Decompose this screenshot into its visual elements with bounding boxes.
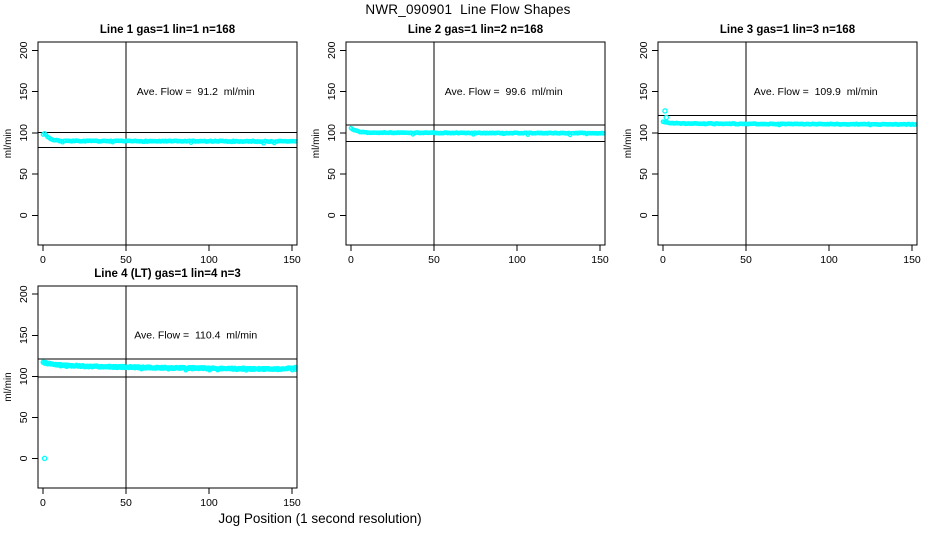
data-point-outlier [662, 108, 668, 114]
y-tick-label: 150 [18, 326, 30, 344]
x-tick-label: 50 [740, 254, 752, 266]
y-axis-unit-label: ml/min [311, 129, 322, 158]
y-axis-unit-label: ml/min [3, 372, 14, 401]
x-tick-label: 0 [40, 497, 46, 509]
plot-title: Line 4 (LT) gas=1 lin=4 n=3 [94, 268, 240, 280]
x-tick-label: 150 [903, 254, 921, 266]
plot-title: Line 2 gas=1 lin=2 n=168 [408, 24, 544, 36]
x-axis-label: Jog Position (1 second resolution) [218, 511, 422, 526]
data-points [40, 359, 298, 462]
subplot-4: Line 4 (LT) gas=1 lin=4 n=3 0 50 100 150 0 50 1… [3, 268, 301, 509]
x-tick-label: 100 [200, 254, 218, 266]
y-tick-label: 0 [638, 212, 650, 218]
y-tick-label: 50 [18, 168, 30, 180]
data-points [660, 108, 918, 128]
y-tick-label: 200 [18, 41, 30, 59]
plot-box [657, 41, 918, 246]
plot-title: Line 3 gas=1 lin=3 n=168 [720, 24, 856, 36]
x-tick-label: 100 [508, 254, 526, 266]
x-tick-label: 0 [348, 254, 354, 266]
y-tick-label: 100 [18, 124, 30, 142]
y-tick-label: 100 [638, 124, 650, 142]
ave-flow-annotation: Ave. Flow = 110.4 ml/min [134, 330, 257, 342]
y-tick-label: 100 [326, 124, 338, 142]
y-tick-label: 0 [18, 212, 30, 218]
plot-box [345, 41, 606, 246]
ave-flow-annotation: Ave. Flow = 99.6 ml/min [445, 86, 563, 98]
subplot-3: Line 3 gas=1 lin=3 n=168 0 50 100 150 0 50 100 1… [623, 24, 921, 266]
data-points [348, 125, 606, 138]
plot-box [37, 41, 298, 246]
ave-flow-annotation: Ave. Flow = 109.9 ml/min [754, 86, 878, 98]
y-tick-label: 150 [18, 83, 30, 101]
y-tick-label: 150 [638, 83, 650, 101]
y-tick-label: 200 [18, 285, 30, 303]
y-tick-label: 150 [326, 83, 338, 101]
y-tick-label: 50 [638, 168, 650, 180]
x-tick-label: 100 [820, 254, 838, 266]
figure-title: NWR_090901 Line Flow Shapes [365, 2, 571, 17]
data-points [40, 130, 298, 146]
x-tick-label: 50 [120, 497, 132, 509]
y-tick-label: 0 [326, 212, 338, 218]
plot-box [37, 285, 298, 489]
x-tick-label: 0 [40, 254, 46, 266]
y-tick-label: 0 [18, 455, 30, 461]
y-tick-label: 200 [326, 41, 338, 59]
y-tick-label: 200 [638, 41, 650, 59]
y-tick-label: 100 [18, 367, 30, 385]
y-tick-label: 50 [326, 168, 338, 180]
subplot-1: Line 1 gas=1 lin=1 n=168 0 50 100 150 0 50 100 1… [3, 24, 301, 266]
plot-title: Line 1 gas=1 lin=1 n=168 [100, 24, 236, 36]
x-tick-label: 150 [283, 254, 301, 266]
x-tick-label: 150 [591, 254, 609, 266]
x-tick-label: 50 [428, 254, 440, 266]
data-point-outlier [41, 455, 48, 462]
ave-flow-annotation: Ave. Flow = 91.2 ml/min [137, 86, 255, 98]
x-tick-label: 0 [660, 254, 666, 266]
data-point-outlier [663, 114, 670, 121]
x-tick-label: 150 [283, 497, 301, 509]
x-tick-label: 50 [120, 254, 132, 266]
x-tick-label: 100 [200, 497, 218, 509]
y-tick-label: 50 [18, 411, 30, 423]
y-axis-unit-label: ml/min [3, 129, 14, 158]
subplot-2: Line 2 gas=1 lin=2 n=168 0 50 100 150 0 50 100 1… [311, 24, 609, 266]
y-axis-unit-label: ml/min [623, 129, 634, 158]
